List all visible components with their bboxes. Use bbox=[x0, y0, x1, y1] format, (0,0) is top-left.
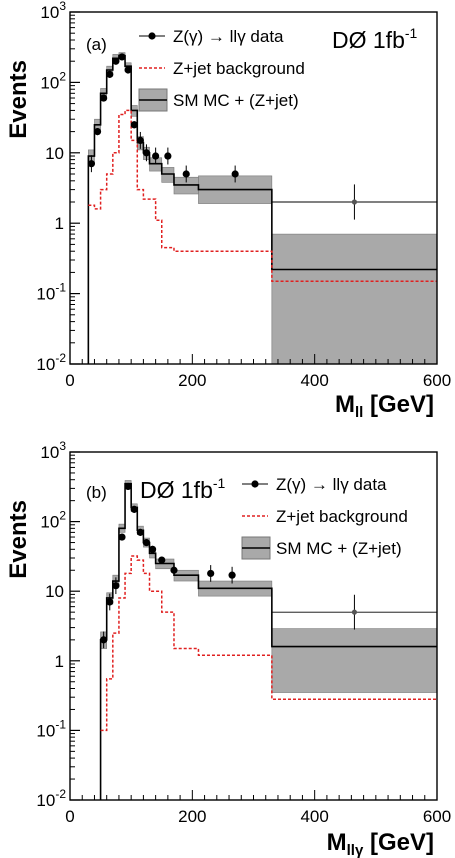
data-point bbox=[152, 152, 160, 160]
legend-data-marker bbox=[251, 480, 259, 488]
y-tick-label: 10-2 bbox=[36, 787, 66, 810]
data-point bbox=[136, 136, 144, 145]
panel-label: (a) bbox=[86, 35, 107, 54]
data-point bbox=[112, 582, 120, 590]
y-axis-label: Events bbox=[5, 60, 32, 139]
experiment-label: DØ 1fb-1 bbox=[140, 475, 226, 503]
x-tick-label: 200 bbox=[178, 807, 206, 826]
mc-uncertainty-band bbox=[161, 167, 175, 183]
data-point bbox=[142, 538, 151, 547]
y-tick-label: 1 bbox=[55, 652, 64, 671]
data-point bbox=[112, 57, 120, 65]
experiment-label: DØ 1fb-1 bbox=[332, 25, 418, 53]
mc-histogram-line bbox=[99, 482, 437, 800]
chart-panel-a: 10-2 10-1 1 10 102 103 0 200 400 600 Events Mll [Ge… bbox=[5, 0, 451, 421]
data-point bbox=[182, 170, 190, 178]
x-axis-label: Mllγ [GeV] bbox=[327, 829, 434, 858]
zjet-background-line bbox=[100, 555, 437, 732]
data-point bbox=[142, 149, 151, 157]
data-point bbox=[164, 152, 172, 160]
data-point bbox=[148, 545, 157, 553]
data-point bbox=[351, 609, 358, 615]
y-tick-label: 102 bbox=[40, 69, 66, 92]
data-point bbox=[93, 128, 102, 136]
y-tick-label: 10 bbox=[45, 582, 64, 601]
data-point bbox=[207, 569, 215, 578]
data-point bbox=[130, 505, 138, 513]
y-tick-label: 10-2 bbox=[36, 351, 66, 374]
chart-panel-b: 10-2 10-1 1 10 102 103 0 200 400 600 Events Mllγ [G… bbox=[5, 439, 451, 858]
data-point bbox=[87, 160, 96, 168]
y-tick-label: 10 bbox=[45, 144, 64, 163]
mc-histogram-line bbox=[87, 54, 437, 364]
mc-uncertainty-band bbox=[271, 233, 438, 365]
data-point bbox=[351, 199, 358, 205]
x-axis-label: Mll [GeV] bbox=[335, 391, 434, 421]
legend-entry-bkg: Z+jet background bbox=[173, 59, 305, 78]
y-tick-label: 102 bbox=[40, 509, 66, 532]
x-tick-label: 0 bbox=[65, 371, 74, 390]
x-tick-label: 600 bbox=[423, 807, 451, 826]
y-tick-label: 103 bbox=[40, 0, 66, 22]
legend-entry-data: Z(γ) → llγ data bbox=[173, 27, 284, 46]
data-point bbox=[118, 53, 126, 61]
data-point bbox=[100, 636, 108, 644]
x-tick-label: 0 bbox=[65, 807, 74, 826]
data-point bbox=[170, 566, 178, 574]
data-point bbox=[106, 70, 114, 78]
data-point bbox=[124, 482, 132, 491]
data-point bbox=[228, 571, 236, 579]
data-point bbox=[158, 556, 166, 564]
mc-uncertainty-band bbox=[271, 628, 438, 693]
y-tick-label: 10-1 bbox=[36, 717, 66, 740]
x-tick-label: 200 bbox=[178, 371, 206, 390]
legend-entry-data: Z(γ) → llγ data bbox=[276, 475, 387, 494]
x-tick-label: 400 bbox=[300, 807, 328, 826]
data-point bbox=[231, 170, 239, 178]
legend-entry-bkg: Z+jet background bbox=[276, 507, 408, 526]
data-point bbox=[124, 66, 132, 74]
data-point bbox=[106, 598, 114, 606]
data-point bbox=[100, 94, 108, 102]
x-tick-label: 600 bbox=[423, 371, 451, 390]
y-axis-label: Events bbox=[5, 500, 32, 579]
data-point bbox=[118, 533, 126, 541]
x-tick-label: 400 bbox=[300, 371, 328, 390]
data-point bbox=[130, 121, 138, 129]
y-tick-label: 1 bbox=[55, 214, 64, 233]
data-point bbox=[136, 528, 144, 536]
y-tick-label: 10-1 bbox=[36, 281, 66, 304]
legend-data-marker bbox=[148, 32, 156, 40]
panel-label: (b) bbox=[86, 483, 107, 502]
legend-entry-mc: SM MC + (Z+jet) bbox=[276, 539, 402, 558]
legend-entry-mc: SM MC + (Z+jet) bbox=[173, 91, 299, 110]
y-tick-label: 103 bbox=[40, 439, 66, 462]
